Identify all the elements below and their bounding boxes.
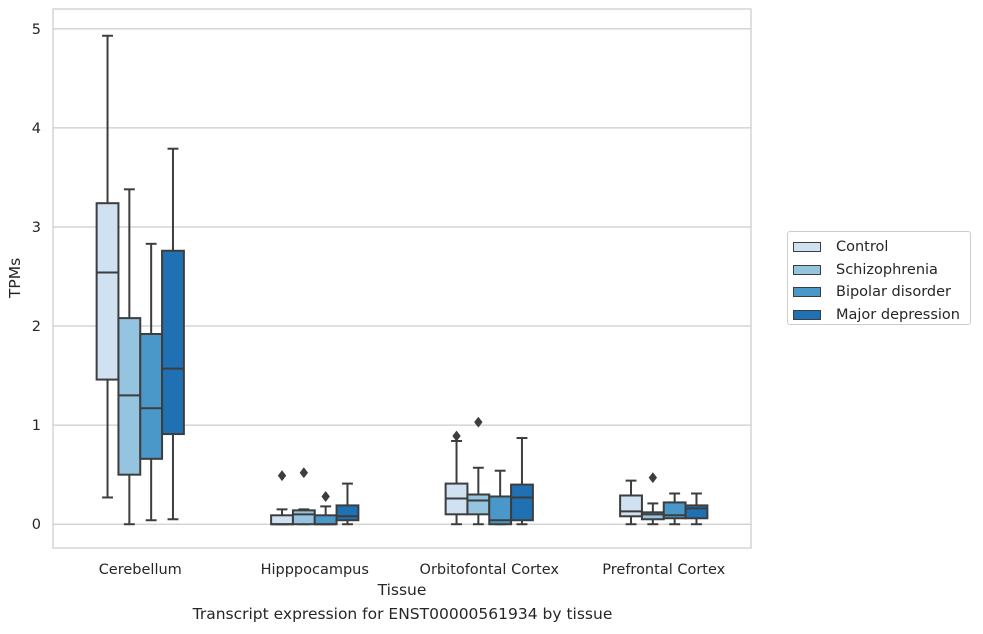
y-axis-label: TPMs	[6, 258, 24, 299]
box-iqr	[161, 249, 185, 436]
legend-swatch	[793, 242, 821, 253]
box-major-depression	[161, 147, 185, 521]
plot-area	[53, 9, 751, 548]
legend-swatch	[793, 287, 821, 298]
y-tick-label: 5	[32, 22, 41, 38]
box-iqr	[270, 514, 294, 526]
box-schizophrenia	[466, 416, 491, 526]
box-iqr	[684, 504, 709, 520]
box-major-depression	[684, 492, 709, 526]
legend-swatch	[793, 264, 821, 275]
legend: Control Schizophrenia Bipolar disorder Majo…	[787, 231, 971, 325]
y-tick-label: 2	[32, 319, 41, 335]
x-tick-label: Cerebellum	[99, 562, 182, 578]
legend-item: Major depression	[793, 304, 970, 327]
box-control	[95, 34, 120, 499]
outlier-point	[321, 491, 330, 502]
x-tick-label: Hipppocampus	[261, 562, 369, 578]
y-tick-label: 3	[32, 220, 41, 236]
x-axis-ticks: Cerebellum Hipppocampus Orbitofontal Corte…	[99, 562, 726, 578]
legend-label: Control	[836, 239, 889, 256]
legend-item: Bipolar disorder	[793, 281, 970, 304]
x-tick-label: Orbitofontal Cortex	[420, 562, 560, 578]
box-iqr	[510, 483, 534, 522]
box-bipolar-disorder	[313, 491, 338, 526]
box-iqr	[139, 332, 164, 460]
box-bipolar-disorder	[139, 242, 164, 522]
box-iqr	[291, 509, 316, 526]
y-tick-label: 4	[32, 121, 41, 137]
box-iqr	[313, 514, 338, 526]
box-control	[619, 479, 643, 526]
outlier-point	[452, 430, 461, 442]
box-iqr	[619, 494, 643, 518]
plot-frame	[52, 8, 752, 549]
legend-label: Major depression	[836, 306, 960, 323]
legend-label: Schizophrenia	[836, 261, 938, 278]
outlier-point	[648, 472, 658, 484]
outlier-point	[277, 470, 287, 482]
box-schizophrenia	[640, 472, 665, 526]
box-bipolar-disorder	[488, 469, 513, 526]
x-axis-label: Tissue	[377, 581, 427, 599]
legend-item: Schizophrenia	[793, 259, 970, 282]
box-major-depression	[335, 482, 360, 526]
box-groups	[95, 34, 709, 526]
outlier-point	[474, 416, 483, 428]
x-tick-label: Prefrontal Cortex	[602, 562, 725, 578]
outlier-point	[299, 467, 309, 479]
chart-caption: Transcript expression for ENST0000056193…	[192, 605, 613, 623]
box-iqr	[335, 504, 360, 522]
legend-item: Control	[793, 236, 970, 259]
box-iqr	[466, 493, 491, 516]
legend-label: Bipolar disorder	[836, 284, 951, 301]
y-tick-label: 1	[32, 418, 41, 434]
box-iqr	[95, 202, 120, 381]
box-major-depression	[510, 437, 534, 526]
y-axis-ticks: 0 1 2 3 4 5	[32, 22, 41, 533]
y-tick-label: 0	[32, 517, 41, 533]
legend-swatch	[793, 309, 821, 320]
